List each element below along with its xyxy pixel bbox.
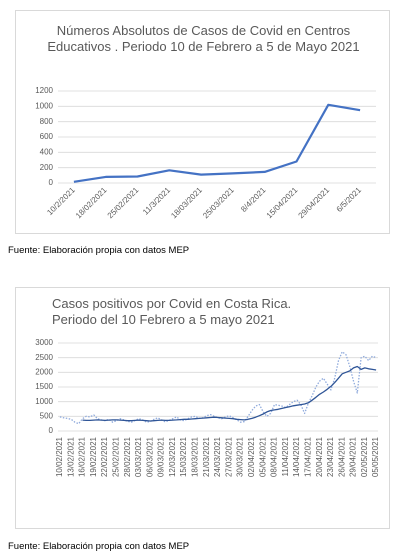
y-tick-label: 1200 [35, 86, 53, 95]
x-tick-label: 6/5/2021 [335, 185, 364, 214]
x-tick-label: 26/04/2021 [337, 436, 346, 477]
chart-title: Números Absolutos de Casos de Covid en C… [47, 23, 360, 54]
caption: Fuente: Elaboración propia con datos MEP [8, 245, 190, 256]
x-tick-label: 25/02/2021 [106, 185, 141, 220]
x-tick-label: 29/04/2021 [297, 185, 332, 220]
x-tick-label: 02/05/2021 [360, 436, 369, 477]
x-tick-label: 17/04/2021 [303, 436, 312, 477]
y-tick-label: 2500 [35, 353, 53, 362]
chart-title: Casos positivos por Covid en Costa Rica.… [52, 296, 292, 327]
chart: 0 500 1000 1500 2000 2500 3000 10/02/2021 13/02/… [35, 338, 380, 477]
x-tick-label: 10/2/2021 [45, 185, 77, 217]
x-tick-label: 03/03/2021 [134, 436, 143, 477]
x-tick-label: 25/02/2021 [111, 436, 120, 477]
y-tick-label: 3000 [35, 338, 53, 347]
x-tick-label: 15/03/2021 [179, 436, 188, 477]
x-tick-label: 13/02/2021 [66, 436, 75, 477]
x-tick-label: 8/4/2021 [239, 185, 268, 214]
x-tick-label: 12/03/2021 [168, 436, 177, 477]
x-tick-label: 18/03/2021 [191, 436, 200, 477]
x-tick-label: 22/02/2021 [100, 436, 109, 477]
x-tick-label: 08/04/2021 [270, 436, 279, 477]
x-tick-label: 21/03/2021 [202, 436, 211, 477]
x-tick-label: 05/04/2021 [258, 436, 267, 477]
x-tick-label: 18/02/2021 [74, 185, 109, 220]
caption: Fuente: Elaboración propia con datos MEP [8, 541, 190, 552]
y-tick-label: 600 [40, 132, 54, 141]
y-tick-label: 1500 [35, 382, 53, 391]
x-tick-label: 18/03/2021 [169, 185, 204, 220]
x-tick-label: 15/04/2021 [265, 185, 300, 220]
x-tick-label: 16/02/2021 [78, 436, 87, 477]
y-tick-label: 200 [40, 163, 54, 172]
x-tick-label: 11/04/2021 [281, 436, 290, 476]
y-tick-label: 2000 [35, 367, 53, 376]
x-tick-label: 24/03/2021 [213, 436, 222, 477]
x-tick-label: 05/05/2021 [371, 436, 380, 477]
x-tick-label: 20/04/2021 [315, 436, 324, 477]
x-tick-label: 02/04/2021 [247, 436, 256, 477]
x-tick-label: 23/04/2021 [326, 436, 335, 477]
x-tick-label: 19/02/2021 [89, 436, 98, 477]
x-tick-label: 27/03/2021 [224, 436, 233, 477]
chart-frame: Números Absolutos de Casos de Covid en C… [15, 10, 390, 234]
x-tick-label: 14/04/2021 [292, 436, 301, 477]
x-tick-label: 10/02/2021 [55, 436, 64, 477]
line-series [59, 351, 377, 425]
y-tick-label: 500 [40, 411, 54, 420]
line-series [73, 103, 361, 183]
chart: 0 200 400 600 800 1000 1200 10/2/202118/02/2021… [35, 86, 376, 220]
x-tick-label: 29/04/2021 [349, 436, 358, 477]
x-tick-label: 30/03/2021 [236, 436, 245, 477]
x-tick-label: 06/03/2021 [145, 436, 154, 477]
line-series [82, 365, 377, 422]
chart-frame: Casos positivos por Covid en Costa Rica.… [15, 287, 390, 529]
x-tick-label: 09/03/2021 [157, 436, 166, 477]
x-tick-label: 28/02/2021 [123, 436, 132, 477]
y-tick-label: 0 [49, 178, 54, 187]
x-tick-label: 25/03/2021 [201, 185, 236, 220]
y-tick-label: 1000 [35, 397, 53, 406]
y-tick-label: 400 [40, 147, 54, 156]
y-tick-label: 1000 [35, 101, 53, 110]
x-tick-label: 11/3/2021 [141, 185, 172, 216]
y-tick-label: 800 [40, 117, 54, 126]
y-tick-label: 0 [49, 426, 54, 435]
